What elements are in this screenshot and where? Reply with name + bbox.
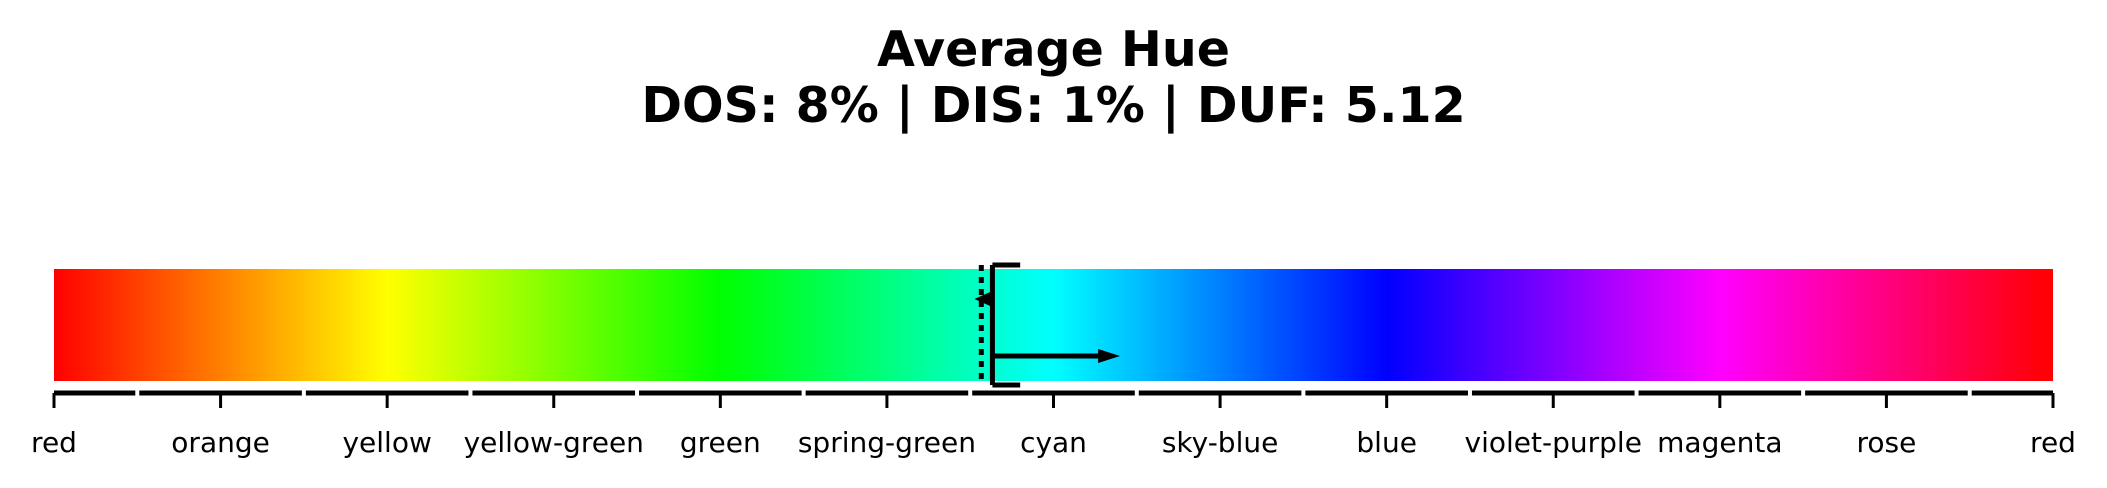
hue-markers bbox=[974, 262, 1121, 388]
tick-label-yellow-green: yellow-green bbox=[464, 426, 644, 459]
tick-label-cyan: cyan bbox=[1020, 426, 1087, 459]
tick-label-sky-blue: sky-blue bbox=[1162, 426, 1279, 459]
hue-gradient-bar bbox=[54, 269, 2053, 381]
tick-label-blue: blue bbox=[1356, 426, 1417, 459]
dis-bracket bbox=[992, 262, 1021, 388]
small-arrowhead bbox=[974, 291, 993, 307]
tick-label-green: green bbox=[680, 426, 761, 459]
tick-label-yellow: yellow bbox=[342, 426, 431, 459]
hue-axis: red orange yellow yellow-green green spring-g… bbox=[31, 390, 2076, 459]
tick-label-red: red bbox=[31, 426, 77, 459]
tick-label-red: red bbox=[2030, 426, 2076, 459]
chart-subtitle: DOS: 8% | DIS: 1% | DUF: 5.12 bbox=[641, 77, 1466, 134]
tick-label-violet-purple: violet-purple bbox=[1465, 426, 1642, 459]
duf-arrowhead bbox=[1098, 349, 1121, 363]
tick-label-orange: orange bbox=[171, 426, 270, 459]
tick-label-magenta: magenta bbox=[1657, 426, 1782, 459]
tick-label-spring-green: spring-green bbox=[798, 426, 976, 459]
tick-label-rose: rose bbox=[1856, 426, 1916, 459]
chart-title-main: Average Hue bbox=[876, 21, 1231, 78]
chart-title: Average Hue DOS: 8% | DIS: 1% | DUF: 5.1… bbox=[0, 22, 2107, 134]
